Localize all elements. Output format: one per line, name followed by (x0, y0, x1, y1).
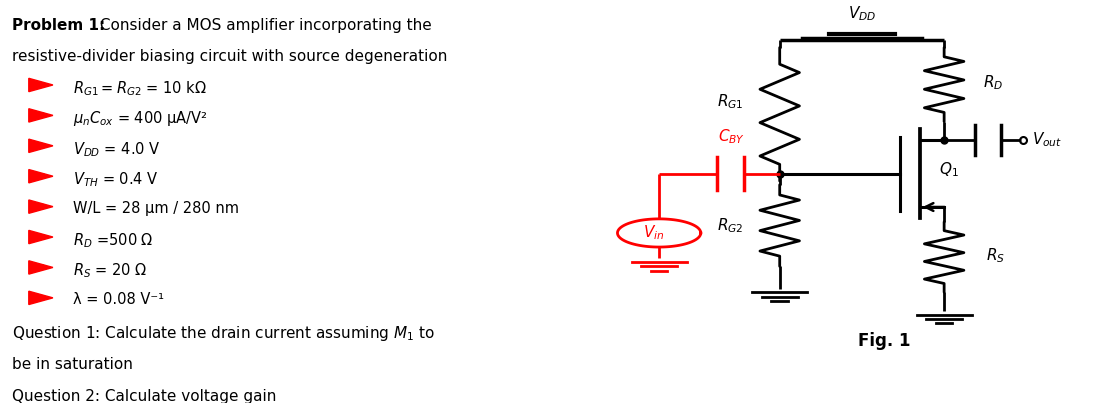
Text: $R_S$ = 20 Ω: $R_S$ = 20 Ω (73, 262, 147, 280)
Text: resistive-divider biasing circuit with source degeneration: resistive-divider biasing circuit with s… (12, 50, 447, 64)
Text: $Q_1$: $Q_1$ (939, 160, 958, 179)
Text: $V_{DD}$: $V_{DD}$ (847, 5, 876, 23)
Text: $R_S$: $R_S$ (986, 246, 1006, 264)
Polygon shape (29, 139, 53, 152)
Text: $V_{DD}$ = 4.0 V: $V_{DD}$ = 4.0 V (73, 140, 160, 158)
Text: Fig. 1: Fig. 1 (857, 332, 910, 350)
Text: $V_{out}$: $V_{out}$ (1032, 130, 1062, 149)
Text: Question 1: Calculate the drain current assuming $M_1$ to: Question 1: Calculate the drain current … (12, 324, 435, 343)
Polygon shape (29, 78, 53, 91)
Text: W/L = 28 μm / 280 nm: W/L = 28 μm / 280 nm (73, 201, 238, 216)
Text: $V_{in}$: $V_{in}$ (643, 224, 665, 242)
Text: Problem 1:: Problem 1: (12, 18, 106, 33)
Text: $R_{G1} = R_{G2}$ = 10 kΩ: $R_{G1} = R_{G2}$ = 10 kΩ (73, 79, 207, 98)
Text: be in saturation: be in saturation (12, 357, 133, 372)
Text: Question 2: Calculate voltage gain: Question 2: Calculate voltage gain (12, 389, 277, 403)
Polygon shape (29, 231, 53, 244)
Polygon shape (29, 109, 53, 122)
Text: $V_{TH}$ = 0.4 V: $V_{TH}$ = 0.4 V (73, 170, 158, 189)
Polygon shape (29, 170, 53, 183)
Text: λ = 0.08 V⁻¹: λ = 0.08 V⁻¹ (73, 292, 164, 307)
Text: Consider a MOS amplifier incorporating the: Consider a MOS amplifier incorporating t… (95, 18, 431, 33)
Text: $R_D$ =500 Ω: $R_D$ =500 Ω (73, 231, 153, 250)
Text: $R_D$: $R_D$ (984, 73, 1003, 92)
Text: $\mu_n C_{ox}$ = 400 μA/V²: $\mu_n C_{ox}$ = 400 μA/V² (73, 110, 208, 129)
Text: $R_{G1}$: $R_{G1}$ (717, 92, 744, 111)
Text: $R_{G2}$: $R_{G2}$ (718, 216, 744, 235)
Text: $C_{BY}$: $C_{BY}$ (718, 127, 745, 146)
Polygon shape (29, 291, 53, 305)
Polygon shape (29, 261, 53, 274)
Polygon shape (29, 200, 53, 213)
